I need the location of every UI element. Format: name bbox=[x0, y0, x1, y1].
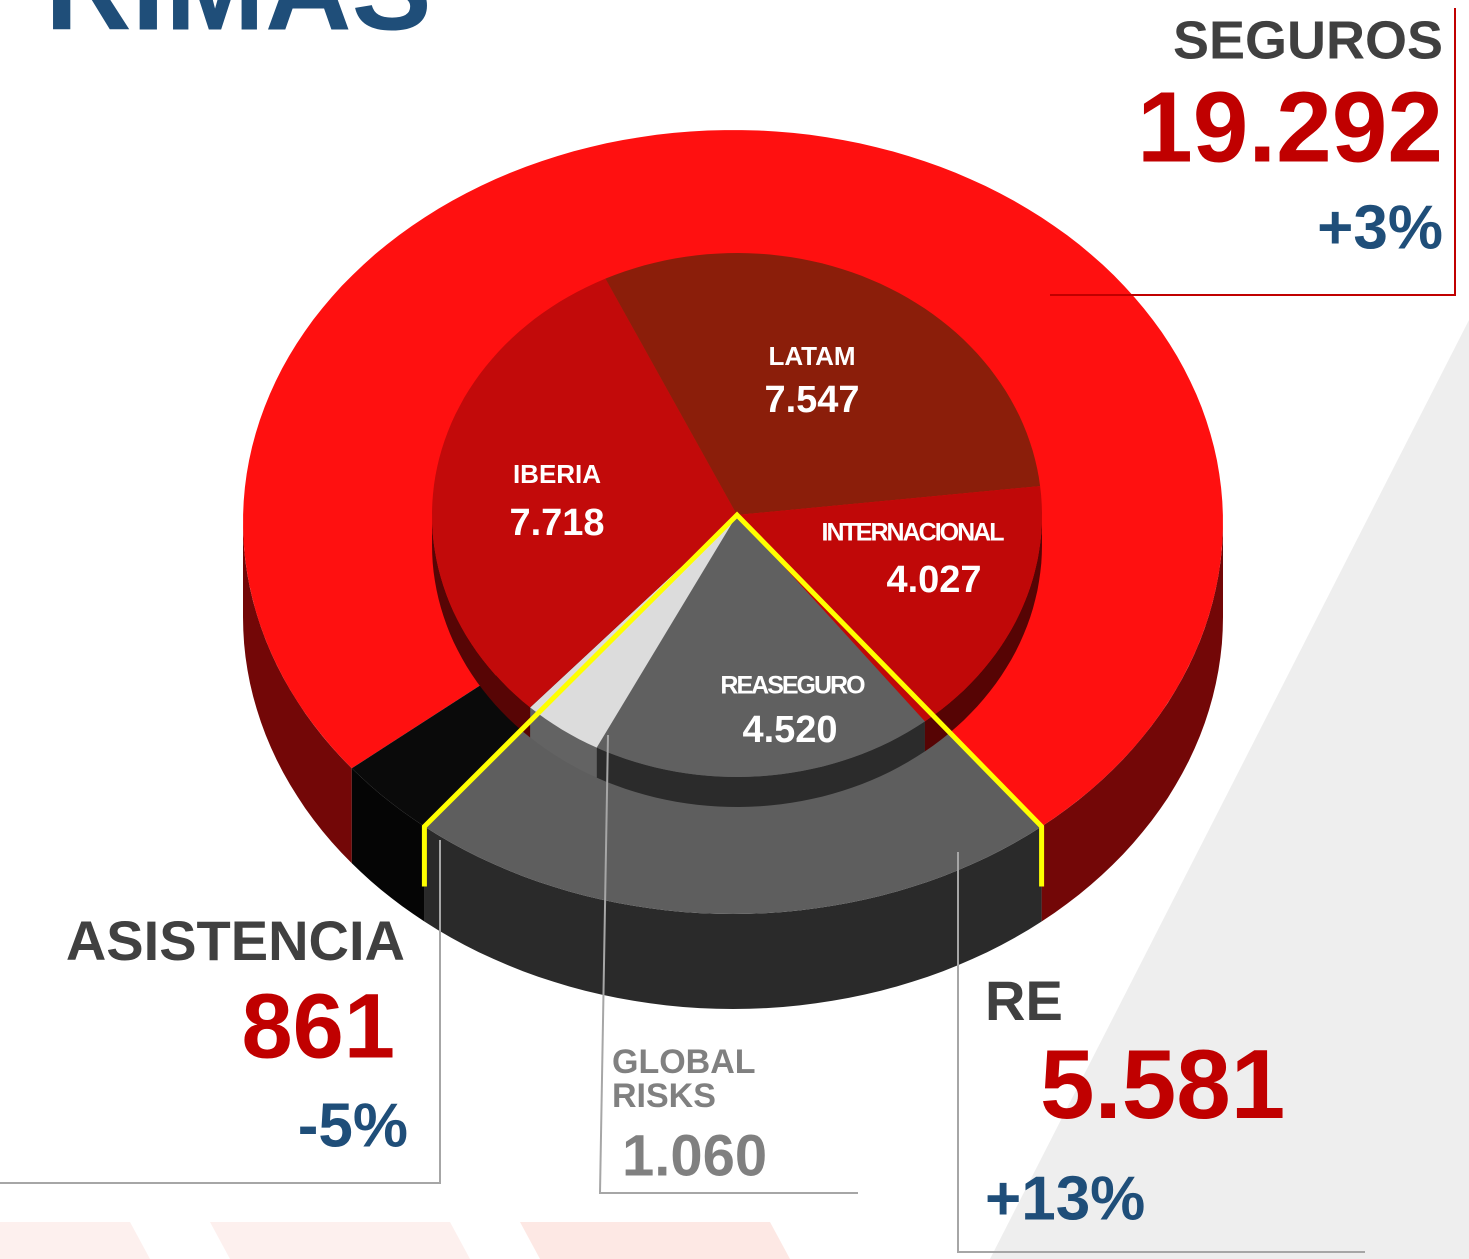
slice bbox=[530, 515, 737, 748]
slice-side bbox=[924, 515, 1042, 752]
segment-value: 1.060 bbox=[622, 1123, 767, 1188]
slice-label: REASEGURO bbox=[720, 672, 865, 700]
slice-label: INTERNACIONAL bbox=[822, 519, 1005, 547]
slice-side bbox=[424, 826, 1042, 1009]
slice-value: 4.027 bbox=[886, 559, 981, 601]
segment-change: +3% bbox=[1317, 193, 1443, 262]
background-shape bbox=[0, 1222, 150, 1259]
slice-label: IBERIA bbox=[513, 459, 601, 489]
slice-side bbox=[351, 768, 425, 922]
segment-value: 5.581 bbox=[1040, 1029, 1285, 1139]
background-shape bbox=[520, 1222, 790, 1259]
slice-side bbox=[596, 721, 925, 807]
leader-line bbox=[1050, 8, 1456, 296]
leader-line bbox=[957, 852, 1365, 1253]
slice-side bbox=[243, 522, 352, 864]
segment-label: ASISTENCIA bbox=[66, 909, 405, 972]
label-box: GLOBAL RISKS bbox=[612, 1045, 755, 1115]
leader-line bbox=[0, 840, 441, 1184]
slice bbox=[605, 253, 1041, 515]
background-shape bbox=[210, 1222, 470, 1259]
slice-value: 7.718 bbox=[509, 502, 604, 544]
chart-title: RIMAS bbox=[45, 0, 432, 56]
slice-side bbox=[1041, 522, 1223, 922]
slice bbox=[737, 486, 1042, 722]
segment-label: GLOBAL RISKS bbox=[612, 1045, 755, 1115]
slice-side bbox=[432, 515, 531, 738]
slice-value: 7.547 bbox=[764, 379, 859, 421]
slice bbox=[596, 515, 925, 777]
segment-change: -5% bbox=[298, 1091, 408, 1160]
segment-label: RE bbox=[985, 969, 1063, 1032]
slice-side bbox=[530, 707, 597, 778]
slice-value: 4.520 bbox=[742, 709, 837, 751]
leader-line bbox=[598, 734, 858, 1194]
background-shape bbox=[990, 320, 1469, 1259]
segment-value: 19.292 bbox=[1137, 71, 1443, 183]
slice bbox=[432, 278, 737, 708]
segment-change: +13% bbox=[985, 1164, 1145, 1233]
pie bbox=[243, 130, 1223, 1009]
segment-value: 861 bbox=[242, 975, 396, 1077]
slice-label: LATAM bbox=[768, 341, 855, 371]
highlight-outline bbox=[421, 511, 1045, 887]
segment-label: SEGUROS bbox=[1173, 10, 1443, 70]
